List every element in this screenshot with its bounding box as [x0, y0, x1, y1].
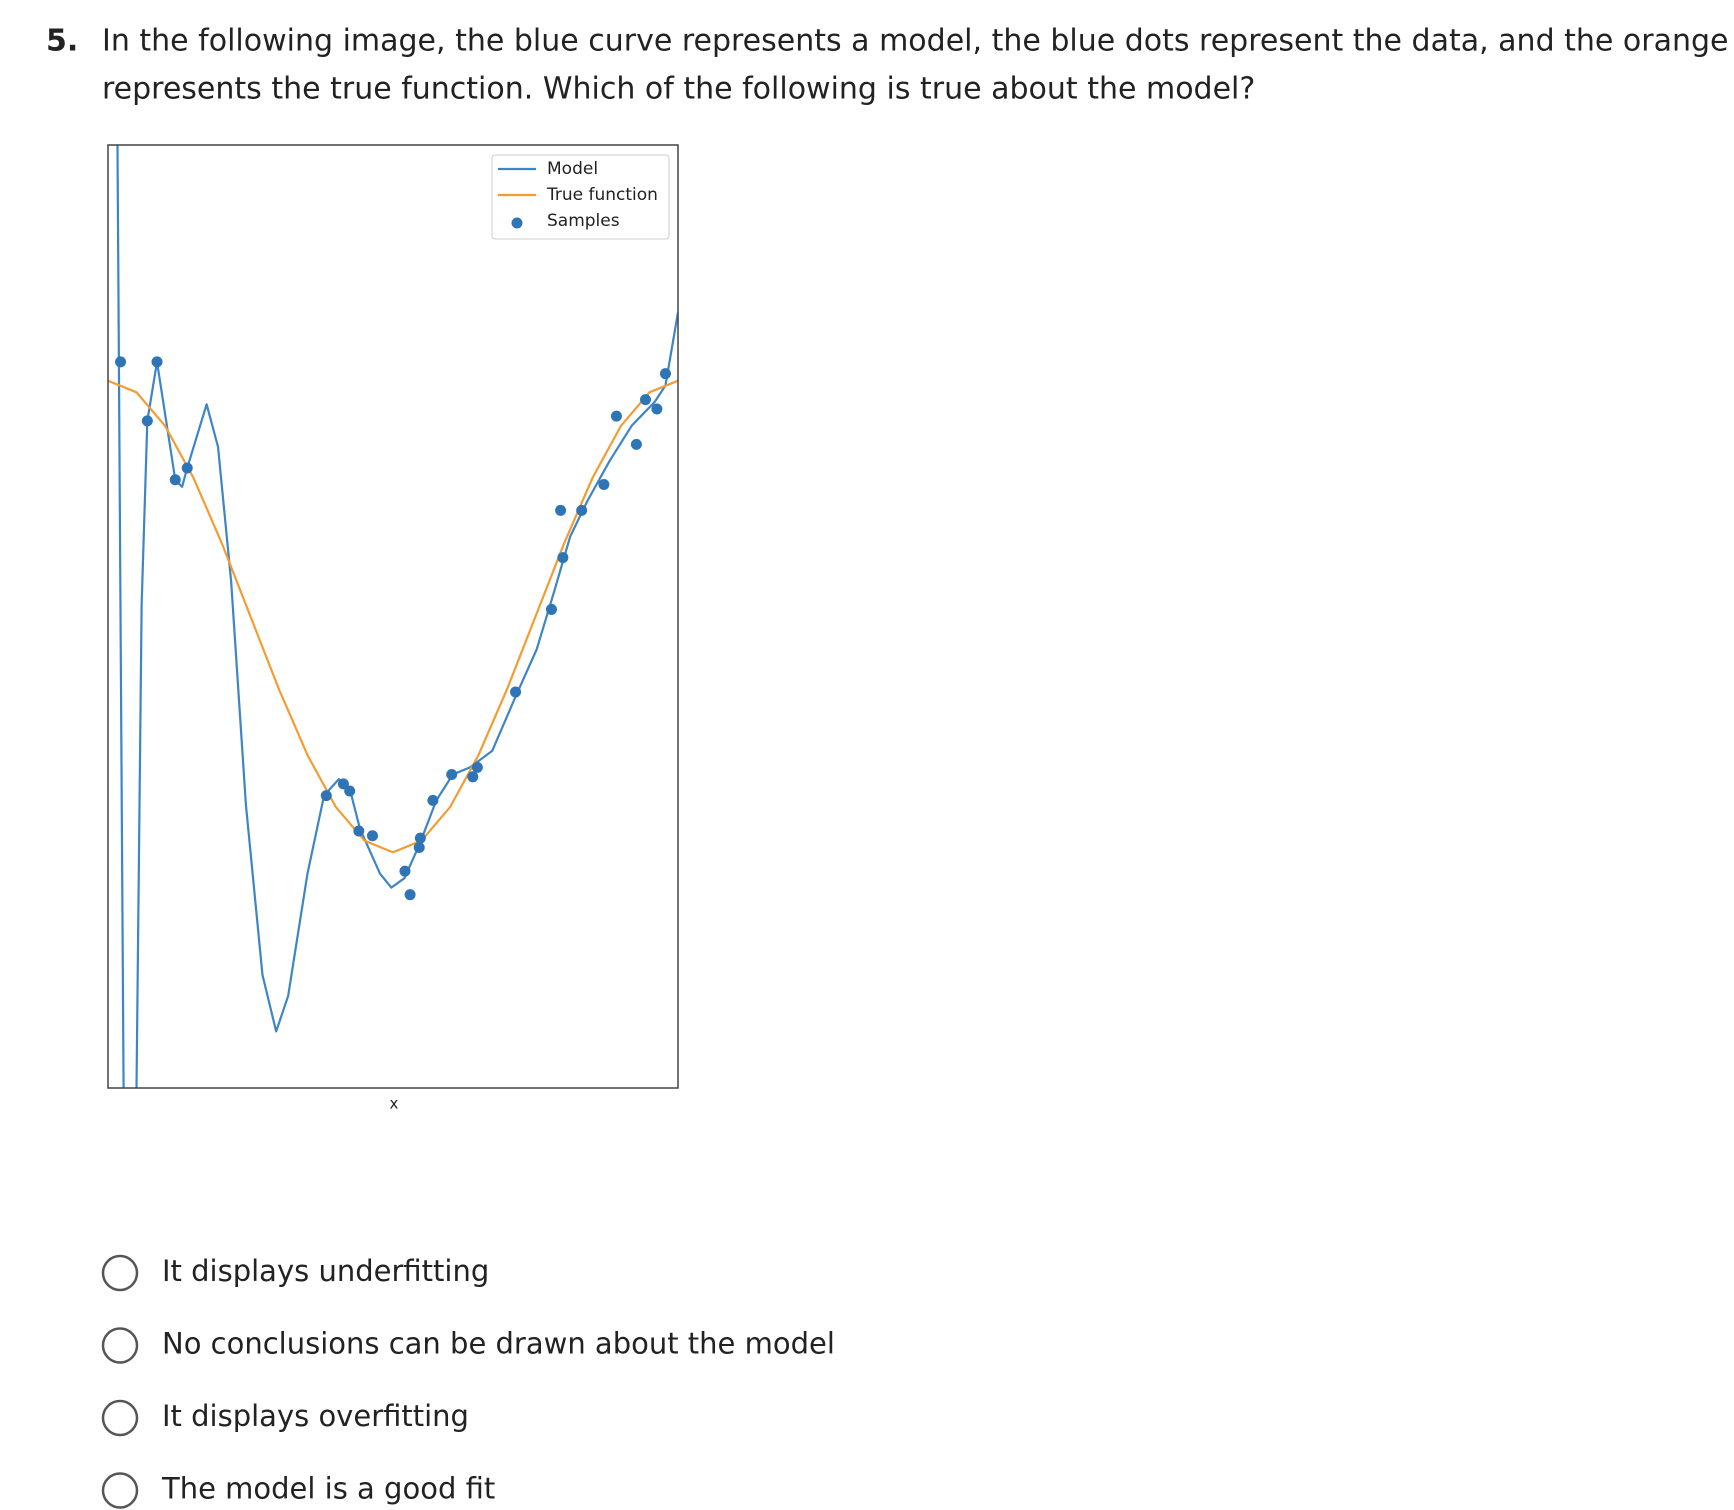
question-text: represents the true function. Which of t… [102, 72, 1255, 107]
legend-label: Model [547, 159, 598, 179]
sample-point [404, 889, 416, 901]
sample-point [467, 771, 479, 783]
legend-label: Samples [547, 211, 620, 231]
sample-point [659, 368, 671, 380]
sample-point [399, 865, 411, 877]
options: It displays underfitting No conclusions c… [101, 1254, 835, 1509]
sample-point [141, 415, 153, 427]
sample-point [337, 778, 349, 790]
legend-swatch [511, 217, 523, 229]
sample-point [610, 410, 622, 422]
sample-point [630, 438, 642, 450]
sample-point [576, 504, 588, 516]
line-series [108, 379, 678, 854]
sample-point [344, 785, 356, 797]
sample-point [555, 504, 567, 516]
plot-clip [108, 145, 678, 1088]
legend [491, 154, 670, 240]
sample-point [169, 474, 181, 486]
plot-area [108, 145, 678, 1088]
question-text: In the following image, the blue curve r… [102, 24, 1734, 59]
sample-point [640, 394, 652, 406]
sample-point [471, 761, 483, 773]
sample-point [414, 832, 426, 844]
radio-button[interactable] [101, 1472, 139, 1509]
radio-button[interactable] [101, 1327, 139, 1364]
sample-point [353, 825, 365, 837]
plot-frame [107, 144, 679, 1089]
option-label[interactable]: The model is a good fit [161, 1472, 495, 1506]
radio-button[interactable] [101, 1399, 139, 1437]
sample-point [510, 686, 522, 698]
sample-point [557, 552, 569, 564]
sample-point [181, 462, 193, 474]
sample-point [366, 830, 378, 842]
sample-point [320, 790, 332, 802]
sample-point [413, 842, 425, 854]
option-label[interactable]: It displays overfitting [162, 1399, 469, 1433]
question-number: 5. [46, 24, 78, 59]
sample-point [446, 768, 458, 780]
radio-button[interactable] [101, 1254, 139, 1292]
line-series [116, 145, 678, 1088]
option-label[interactable]: No conclusions can be drawn about the mo… [162, 1327, 835, 1361]
legend-label: True function [546, 185, 658, 205]
sample-point [427, 794, 439, 806]
legend-items: Model True function Samples [498, 159, 658, 231]
sample-point [545, 603, 557, 615]
sample-point [151, 356, 163, 368]
sample-point [651, 403, 663, 415]
option-label[interactable]: It displays underfitting [162, 1254, 489, 1288]
sample-point [598, 478, 610, 490]
sample-point [115, 356, 127, 368]
x-axis-label: x [390, 1095, 399, 1113]
